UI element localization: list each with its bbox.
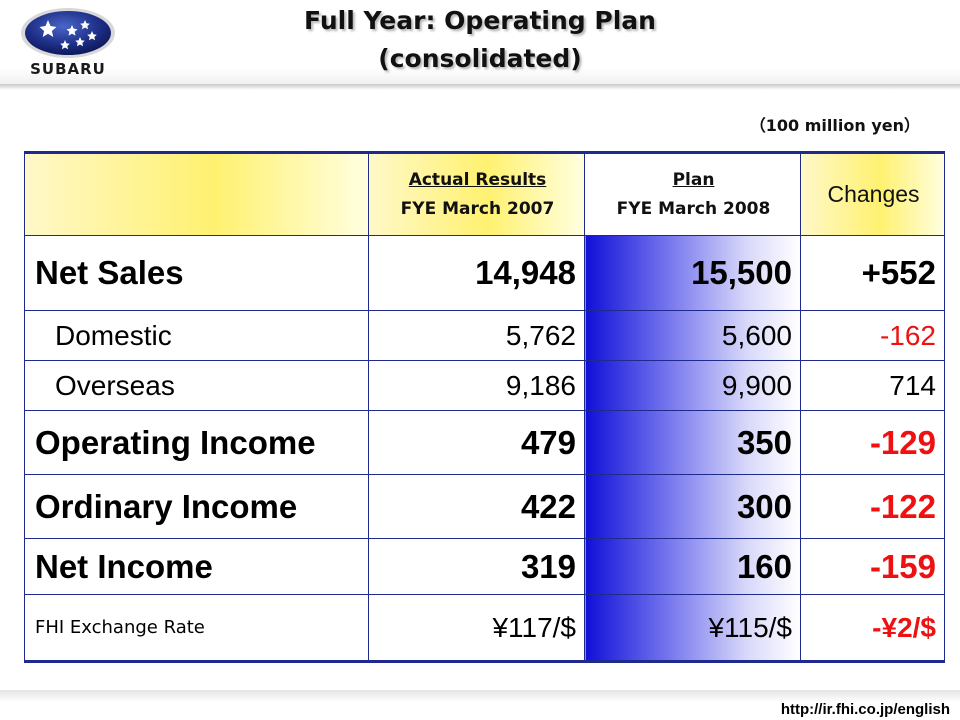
table-row: Overseas 9,186 9,900 714 xyxy=(24,360,945,411)
table-header-row: Actual Results FYE March 2007 Plan FYE M… xyxy=(24,151,945,236)
header-changes: Changes xyxy=(800,151,945,236)
table-row: Ordinary Income 422 300 -122 xyxy=(24,474,945,539)
footer-url: http://ir.fhi.co.jp/english xyxy=(780,701,950,718)
actual-value: ¥117/$ xyxy=(368,594,585,663)
change-value: -129 xyxy=(800,410,945,475)
row-label: Overseas xyxy=(24,360,369,411)
row-label: Net Sales xyxy=(24,235,369,311)
plan-value: 350 xyxy=(584,410,801,475)
change-value: -162 xyxy=(800,310,945,361)
change-value: -122 xyxy=(800,474,945,539)
logo-wordmark: SUBARU xyxy=(30,60,106,78)
title-line-1: Full Year: Operating Plan xyxy=(304,6,656,35)
header-divider xyxy=(0,84,960,90)
change-value: -¥2/$ xyxy=(800,594,945,663)
footer-band xyxy=(0,690,960,720)
change-value: +552 xyxy=(800,235,945,311)
pleiades-emblem-icon xyxy=(21,8,115,58)
header-blank-cell xyxy=(24,151,369,236)
row-label: Ordinary Income xyxy=(24,474,369,539)
plan-value: 9,900 xyxy=(584,360,801,411)
actual-value: 14,948 xyxy=(368,235,585,311)
table-row: Operating Income 479 350 -129 xyxy=(24,410,945,475)
title-line-2: (consolidated) xyxy=(378,44,582,73)
change-value: 714 xyxy=(800,360,945,411)
plan-value: 300 xyxy=(584,474,801,539)
plan-value: 160 xyxy=(584,538,801,595)
plan-value: 5,600 xyxy=(584,310,801,361)
plan-value: 15,500 xyxy=(584,235,801,311)
header-plan: Plan FYE March 2008 xyxy=(584,151,801,236)
row-label: Domestic xyxy=(24,310,369,361)
actual-value: 422 xyxy=(368,474,585,539)
actual-value: 319 xyxy=(368,538,585,595)
actual-value: 479 xyxy=(368,410,585,475)
table-row: Net Income 319 160 -159 xyxy=(24,538,945,595)
plan-value: ¥115/$ xyxy=(584,594,801,663)
table-row: Net Sales 14,948 15,500 +552 xyxy=(24,235,945,311)
header-actual-results: Actual Results FYE March 2007 xyxy=(368,151,585,236)
row-label: Net Income xyxy=(24,538,369,595)
plan-label: Plan xyxy=(672,169,715,190)
actual-period-label: FYE March 2007 xyxy=(400,198,555,219)
actual-value: 9,186 xyxy=(368,360,585,411)
row-label: FHI Exchange Rate xyxy=(24,594,369,663)
plan-period-label: FYE March 2008 xyxy=(616,198,771,219)
unit-label: （100 million yen） xyxy=(749,116,920,135)
row-label: Operating Income xyxy=(24,410,369,475)
operating-plan-table: Actual Results FYE March 2007 Plan FYE M… xyxy=(24,151,945,663)
subaru-logo: SUBARU xyxy=(18,6,118,80)
slide-title: Full Year: Operating Plan (consolidated) xyxy=(180,2,780,78)
change-value: -159 xyxy=(800,538,945,595)
actual-value: 5,762 xyxy=(368,310,585,361)
table-row: FHI Exchange Rate ¥117/$ ¥115/$ -¥2/$ xyxy=(24,594,945,663)
slide-header xyxy=(0,0,960,90)
table-row: Domestic 5,762 5,600 -162 xyxy=(24,310,945,361)
actual-results-label: Actual Results xyxy=(408,169,547,190)
